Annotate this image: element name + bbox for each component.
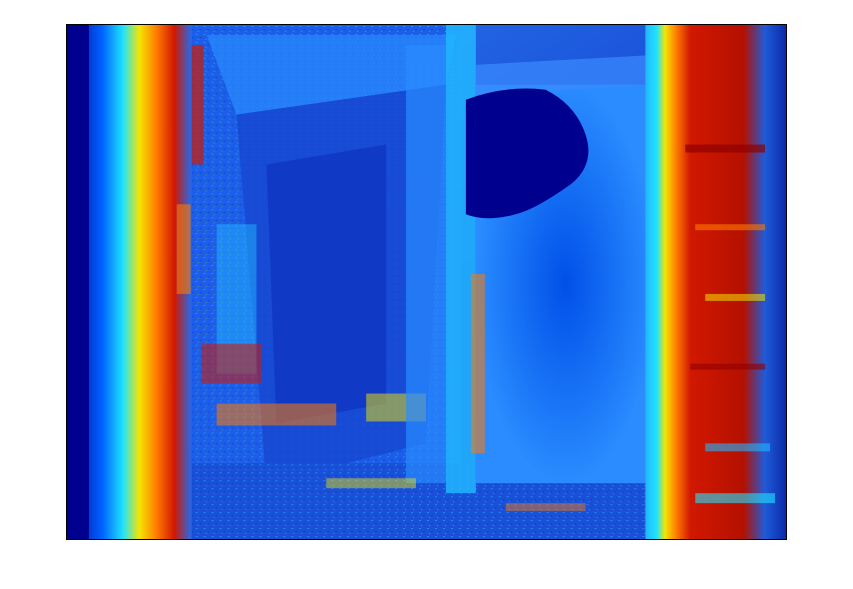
depth-heatmap-image bbox=[67, 25, 786, 539]
image-axes bbox=[66, 24, 787, 540]
